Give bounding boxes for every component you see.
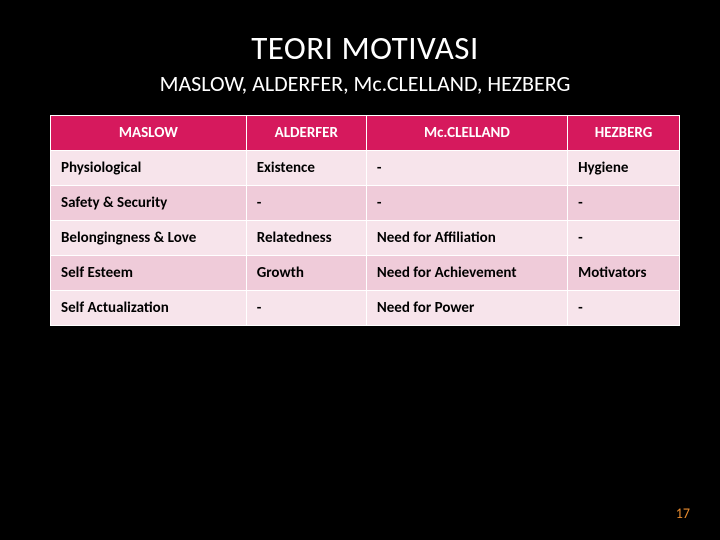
cell: Self Actualization — [51, 291, 247, 326]
col-header-hezberg: HEZBERG — [568, 116, 680, 151]
cell: Need for Achievement — [366, 256, 567, 291]
cell: Relatedness — [246, 221, 366, 256]
col-header-alderfer: ALDERFER — [246, 116, 366, 151]
table-row: Physiological Existence - Hygiene — [51, 151, 680, 186]
cell: Growth — [246, 256, 366, 291]
cell: Motivators — [568, 256, 680, 291]
col-header-maslow: MASLOW — [51, 116, 247, 151]
cell: Self Esteem — [51, 256, 247, 291]
col-header-mcclelland: Mc.CLELLAND — [366, 116, 567, 151]
table-container: MASLOW ALDERFER Mc.CLELLAND HEZBERG Phys… — [50, 115, 680, 326]
cell: - — [366, 151, 567, 186]
page-number: 17 — [676, 505, 690, 522]
cell: - — [246, 291, 366, 326]
table-row: Belongingness & Love Relatedness Need fo… — [51, 221, 680, 256]
cell: - — [366, 186, 567, 221]
table-row: Self Esteem Growth Need for Achievement … — [51, 256, 680, 291]
cell: - — [568, 186, 680, 221]
motivation-theories-table: MASLOW ALDERFER Mc.CLELLAND HEZBERG Phys… — [50, 115, 680, 326]
cell: Need for Power — [366, 291, 567, 326]
cell: Need for Affiliation — [366, 221, 567, 256]
cell: Physiological — [51, 151, 247, 186]
table-row: Safety & Security - - - — [51, 186, 680, 221]
cell: - — [246, 186, 366, 221]
table-header-row: MASLOW ALDERFER Mc.CLELLAND HEZBERG — [51, 116, 680, 151]
slide-title: TEORI MOTIVASI — [50, 28, 680, 68]
cell: Existence — [246, 151, 366, 186]
cell: Belongingness & Love — [51, 221, 247, 256]
cell: Safety & Security — [51, 186, 247, 221]
cell: - — [568, 291, 680, 326]
table-row: Self Actualization - Need for Power - — [51, 291, 680, 326]
slide: TEORI MOTIVASI MASLOW, ALDERFER, Mc.CLEL… — [0, 0, 720, 540]
slide-subtitle: MASLOW, ALDERFER, Mc.CLELLAND, HEZBERG — [50, 70, 680, 97]
cell: Hygiene — [568, 151, 680, 186]
cell: - — [568, 221, 680, 256]
